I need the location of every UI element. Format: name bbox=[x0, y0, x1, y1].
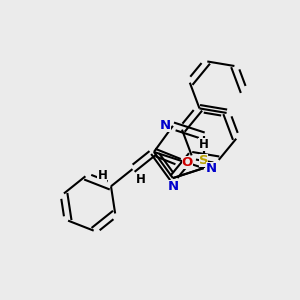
Text: S: S bbox=[199, 154, 208, 167]
Text: H: H bbox=[98, 169, 107, 182]
Text: N: N bbox=[206, 162, 217, 175]
Text: N: N bbox=[167, 180, 178, 194]
Text: N: N bbox=[160, 119, 171, 132]
Text: O: O bbox=[182, 156, 193, 169]
Text: H: H bbox=[198, 138, 208, 151]
Text: H: H bbox=[136, 173, 146, 186]
